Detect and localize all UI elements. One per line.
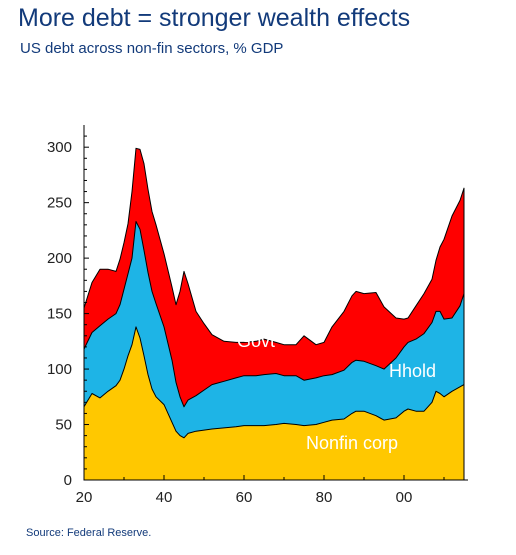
x-tick-label: 80 — [316, 489, 333, 506]
y-tick-label: 200 — [47, 250, 72, 267]
govt-area-label: Govt — [237, 331, 275, 351]
nonfin-area-label: Nonfin corp — [306, 433, 398, 453]
x-ticks-group: 20 40 60 80 00 — [76, 475, 445, 506]
hhold-area-label: Hhold — [389, 361, 436, 381]
nonfin-corp-area — [83, 326, 465, 481]
x-tick-label: 20 — [76, 489, 93, 506]
area-series-group — [83, 147, 465, 481]
chart-title: More debt = stronger wealth effects — [18, 4, 411, 32]
x-tick-label: 40 — [156, 489, 173, 506]
y-tick-label: 50 — [55, 417, 72, 434]
x-tick-label: 60 — [236, 489, 253, 506]
chart-subtitle: US debt across non-fin sectors, % GDP — [20, 40, 284, 57]
y-tick-label: 0 — [64, 472, 72, 489]
source-note: Source: Federal Reserve. — [26, 527, 152, 539]
y-tick-label: 250 — [47, 195, 72, 212]
y-tick-label: 300 — [47, 139, 72, 156]
y-ticks-group: 0 50 100 150 200 250 300 — [47, 135, 89, 489]
x-tick-label: 00 — [396, 489, 413, 506]
y-tick-label: 100 — [47, 361, 72, 378]
y-tick-label: 150 — [47, 306, 72, 323]
